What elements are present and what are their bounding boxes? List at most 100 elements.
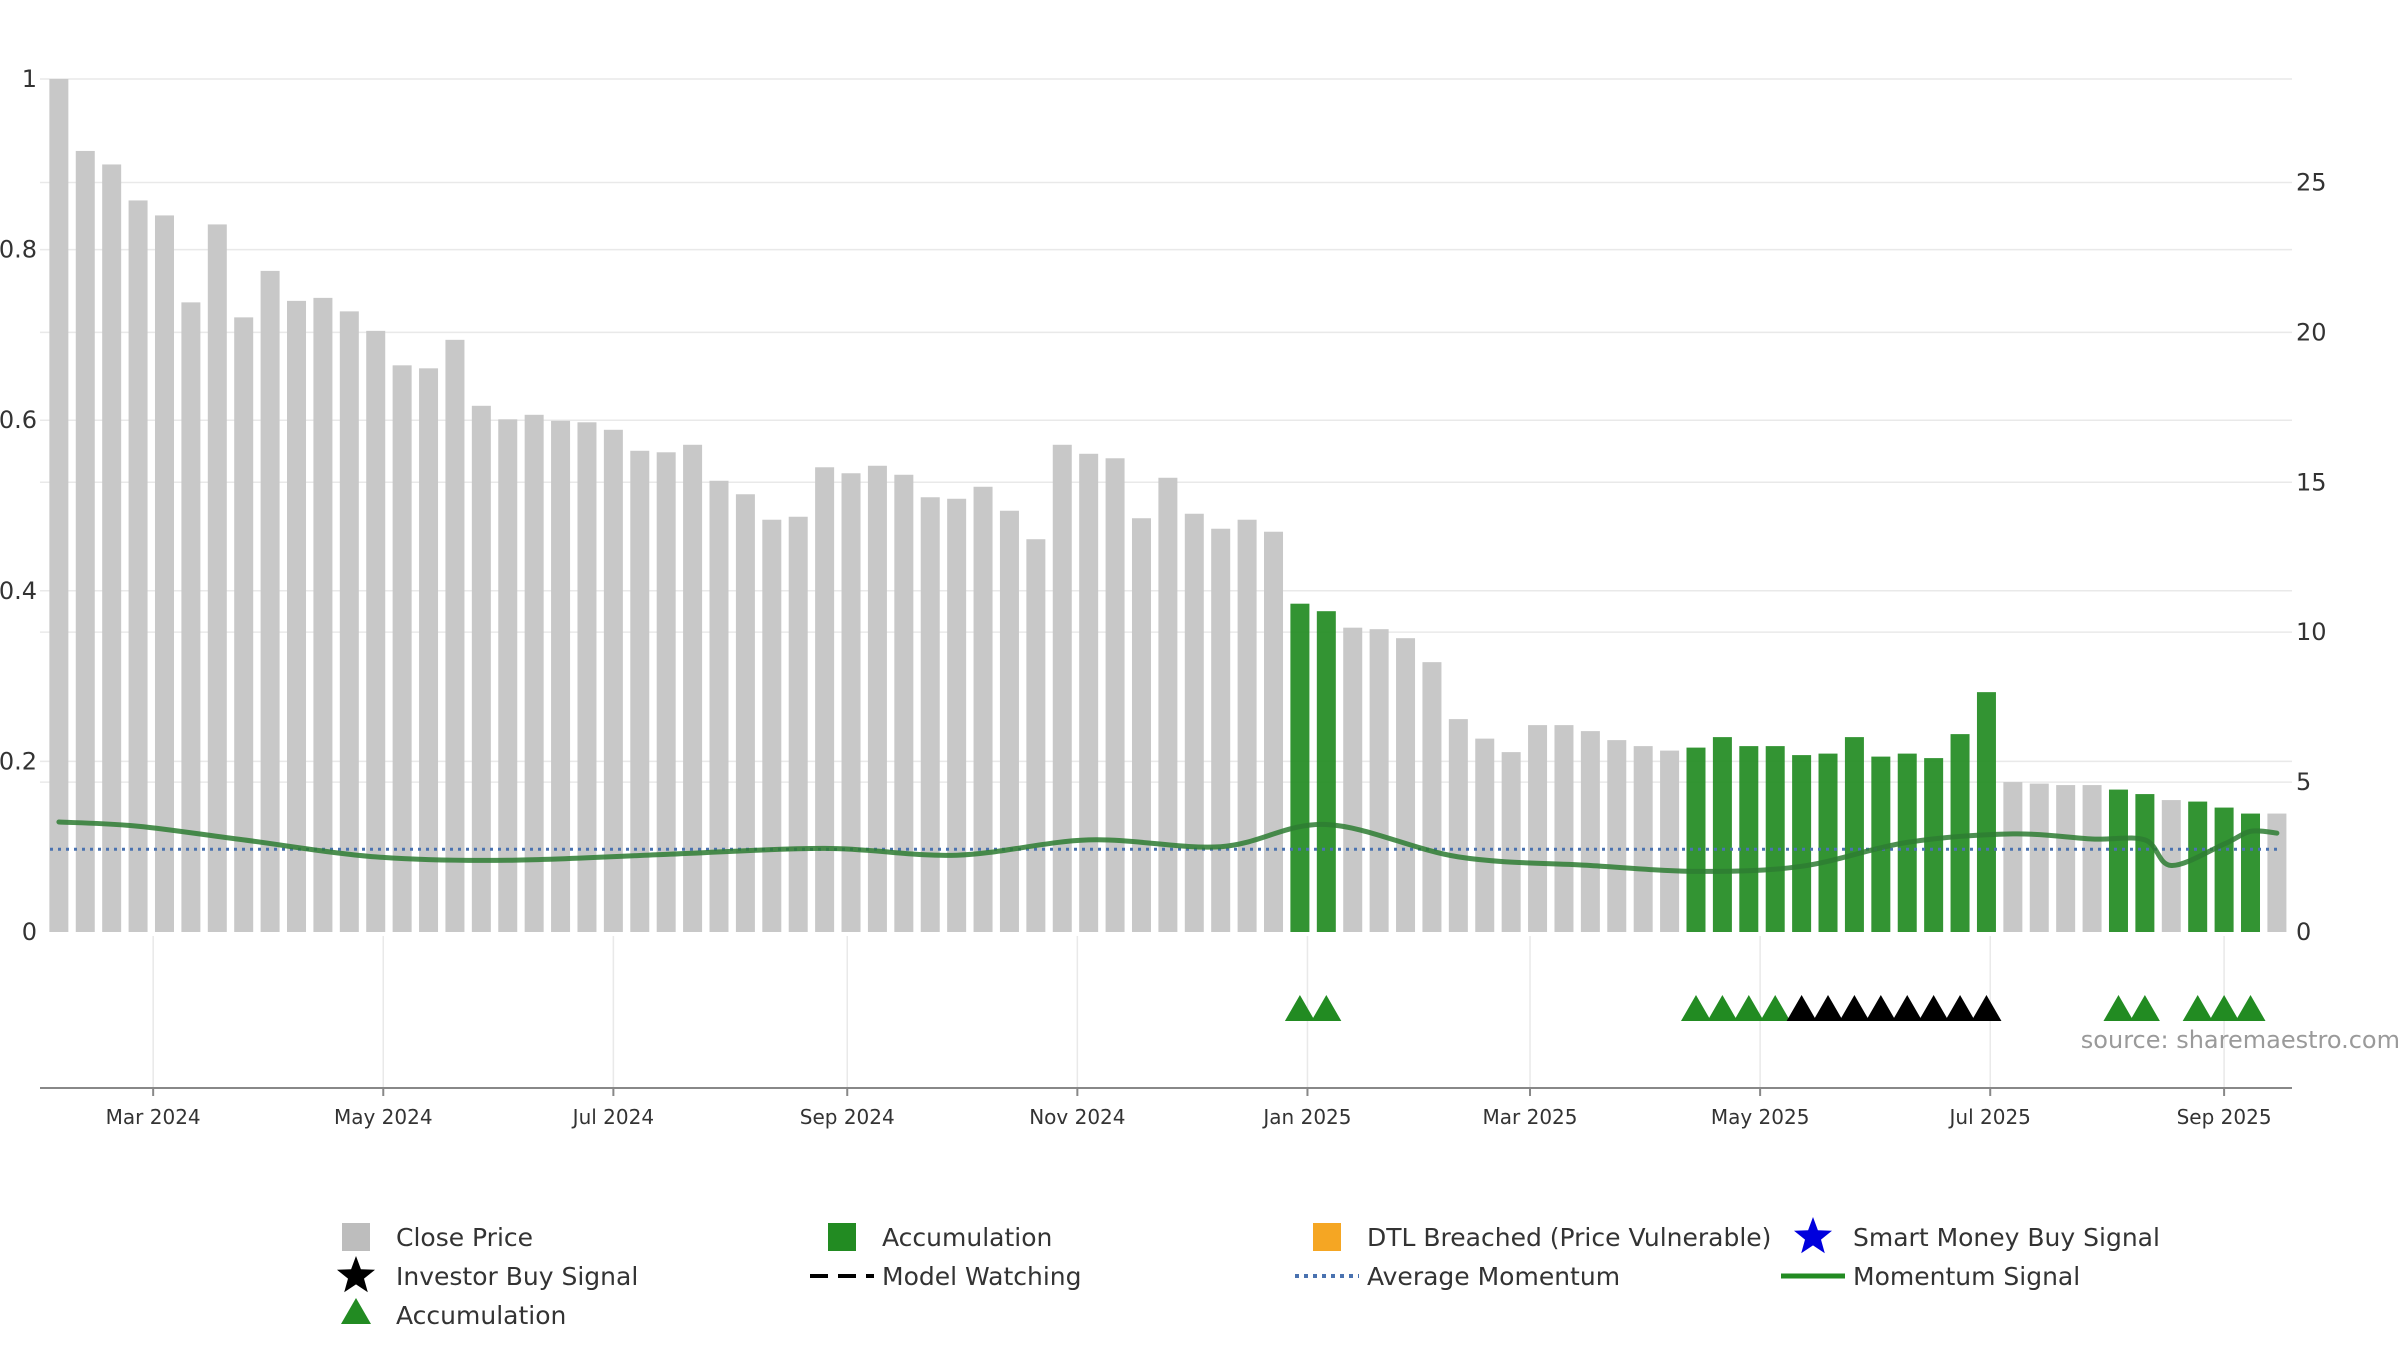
- bar-2024-09-30: [947, 498, 967, 932]
- legend-triangle-icon: [341, 1298, 371, 1324]
- bar-2024-09-02: [841, 473, 861, 932]
- bar-2024-08-05: [735, 494, 755, 932]
- accumulation-marker-2025-09-08: [2235, 995, 2266, 1021]
- bar-2025-05-05: [1765, 746, 1785, 932]
- bar-2025-07-07: [2003, 782, 2023, 932]
- bar-2024-08-12: [762, 519, 782, 932]
- investor-marker-2025-05-26: [1839, 995, 1870, 1021]
- bar-2024-08-26: [815, 467, 835, 932]
- bar-2024-08-19: [788, 516, 808, 932]
- bar-2025-04-28: [1739, 746, 1759, 932]
- bar-2024-11-04: [1079, 453, 1099, 932]
- bar-2024-06-10: [524, 414, 544, 932]
- bar-2025-09-15: [2267, 813, 2287, 932]
- accumulation-marker-2025-04-21: [1707, 995, 1738, 1021]
- bar-2025-08-11: [2135, 794, 2155, 932]
- right-tick-label: 0: [2296, 918, 2311, 946]
- right-tick-label: 20: [2296, 318, 2327, 346]
- bar-2024-04-29: [366, 330, 386, 932]
- bar-2024-03-04: [154, 215, 174, 932]
- bar-2024-06-17: [551, 420, 571, 932]
- investor-marker-2025-05-12: [1786, 995, 1817, 1021]
- momentum-signal-line: [56, 819, 2280, 874]
- bar-2024-06-24: [577, 422, 597, 932]
- bar-2024-02-26: [128, 200, 148, 932]
- bar-2024-12-02: [1184, 513, 1204, 932]
- bar-2025-07-28: [2082, 785, 2102, 932]
- x-tick-label: Mar 2024: [106, 1105, 201, 1129]
- bar-2024-11-11: [1105, 458, 1125, 932]
- x-tick-label: Mar 2025: [1483, 1105, 1578, 1129]
- bar-2024-04-08: [287, 300, 307, 932]
- accumulation-marker-2025-01-06: [1311, 995, 1342, 1021]
- bar-2025-03-24: [1607, 740, 1627, 932]
- accumulation-marker-2025-08-11: [2129, 995, 2160, 1021]
- bar-2025-06-02: [1871, 756, 1891, 932]
- legend: Close Price Accumulation DTL Breached (Pri…: [337, 1217, 2160, 1330]
- bar-2024-03-18: [207, 224, 227, 932]
- bar-2024-07-01: [603, 429, 623, 932]
- bar-2024-12-30: [1290, 603, 1310, 932]
- bar-2025-03-31: [1633, 746, 1653, 932]
- bar-2025-03-10: [1554, 725, 1574, 932]
- bar-2025-04-14: [1686, 747, 1706, 932]
- close-price-bars: [49, 79, 2287, 933]
- accumulation-marker-2024-12-30: [1284, 995, 1315, 1021]
- bar-2024-02-05: [49, 79, 69, 932]
- bar-2024-09-23: [920, 497, 940, 932]
- left-tick-label: 0: [22, 918, 37, 946]
- bar-2025-06-30: [1976, 692, 1996, 932]
- bar-2024-10-07: [973, 486, 993, 932]
- right-tick-label: 25: [2296, 168, 2327, 196]
- investor-marker-2025-06-23: [1945, 995, 1976, 1021]
- bar-2025-02-17: [1475, 738, 1495, 932]
- bar-2025-04-21: [1712, 737, 1732, 932]
- bar-2024-05-13: [419, 368, 439, 932]
- bar-2024-07-15: [656, 452, 676, 932]
- bar-2024-07-08: [630, 450, 650, 932]
- accumulation-marker-2025-08-04: [2103, 995, 2134, 1021]
- bar-2025-01-20: [1369, 629, 1389, 932]
- bar-2025-05-12: [1792, 755, 1812, 932]
- right-tick-label: 15: [2296, 468, 2327, 496]
- x-tick-label: May 2025: [1711, 1105, 1810, 1129]
- bar-2025-09-08: [2241, 813, 2261, 932]
- momentum-lines: [50, 819, 2280, 874]
- x-tick-label: Jan 2025: [1261, 1105, 1351, 1129]
- legend-label: Momentum Signal: [1853, 1262, 2080, 1291]
- bar-2025-07-14: [2029, 783, 2049, 932]
- x-tick-label: Jul 2025: [1948, 1105, 2031, 1129]
- bar-2024-06-03: [498, 419, 518, 932]
- bar-2025-07-21: [2056, 785, 2076, 932]
- legend-label: Investor Buy Signal: [396, 1262, 638, 1291]
- legend-label: Accumulation: [882, 1223, 1052, 1252]
- bar-2025-03-17: [1580, 731, 1600, 932]
- bar-2024-12-16: [1237, 519, 1257, 932]
- bar-2024-04-01: [260, 270, 280, 932]
- accumulation-marker-2025-05-05: [1760, 995, 1791, 1021]
- bar-2024-11-25: [1158, 477, 1178, 932]
- bar-2024-09-09: [867, 465, 887, 932]
- bar-2025-06-23: [1950, 734, 1970, 932]
- legend-swatch: [1313, 1223, 1341, 1251]
- x-tick-label: Jul 2024: [571, 1105, 654, 1129]
- bar-2024-10-21: [1026, 539, 1046, 932]
- bar-2024-05-06: [392, 365, 412, 932]
- bar-2024-12-23: [1264, 531, 1284, 932]
- x-tick-label: May 2024: [334, 1105, 433, 1129]
- accumulation-marker-2025-04-28: [1733, 995, 1764, 1021]
- x-tick-label: Sep 2024: [800, 1105, 895, 1129]
- left-tick-label: 0.6: [0, 406, 37, 434]
- accumulation-marker-2025-04-14: [1680, 995, 1711, 1021]
- bar-2024-04-15: [313, 297, 333, 932]
- accumulation-marker-2025-09-01: [2209, 995, 2240, 1021]
- left-tick-label: 0.4: [0, 577, 37, 605]
- signal-markers: [341, 995, 2266, 1324]
- bar-2025-02-10: [1448, 719, 1468, 932]
- legend-swatch: [342, 1223, 370, 1251]
- bar-2025-02-03: [1422, 662, 1442, 932]
- bar-2024-07-29: [709, 480, 729, 932]
- bar-2024-02-19: [102, 164, 122, 933]
